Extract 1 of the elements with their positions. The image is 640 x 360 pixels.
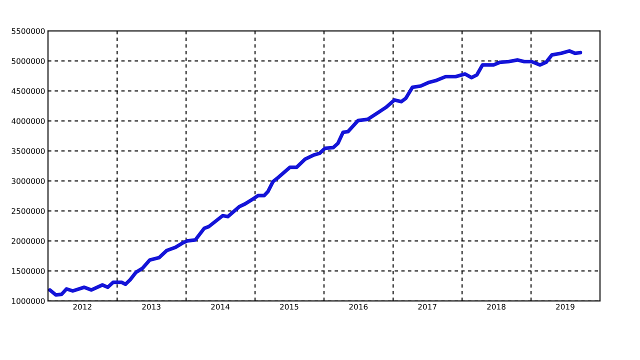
line-series: [48, 49, 582, 297]
